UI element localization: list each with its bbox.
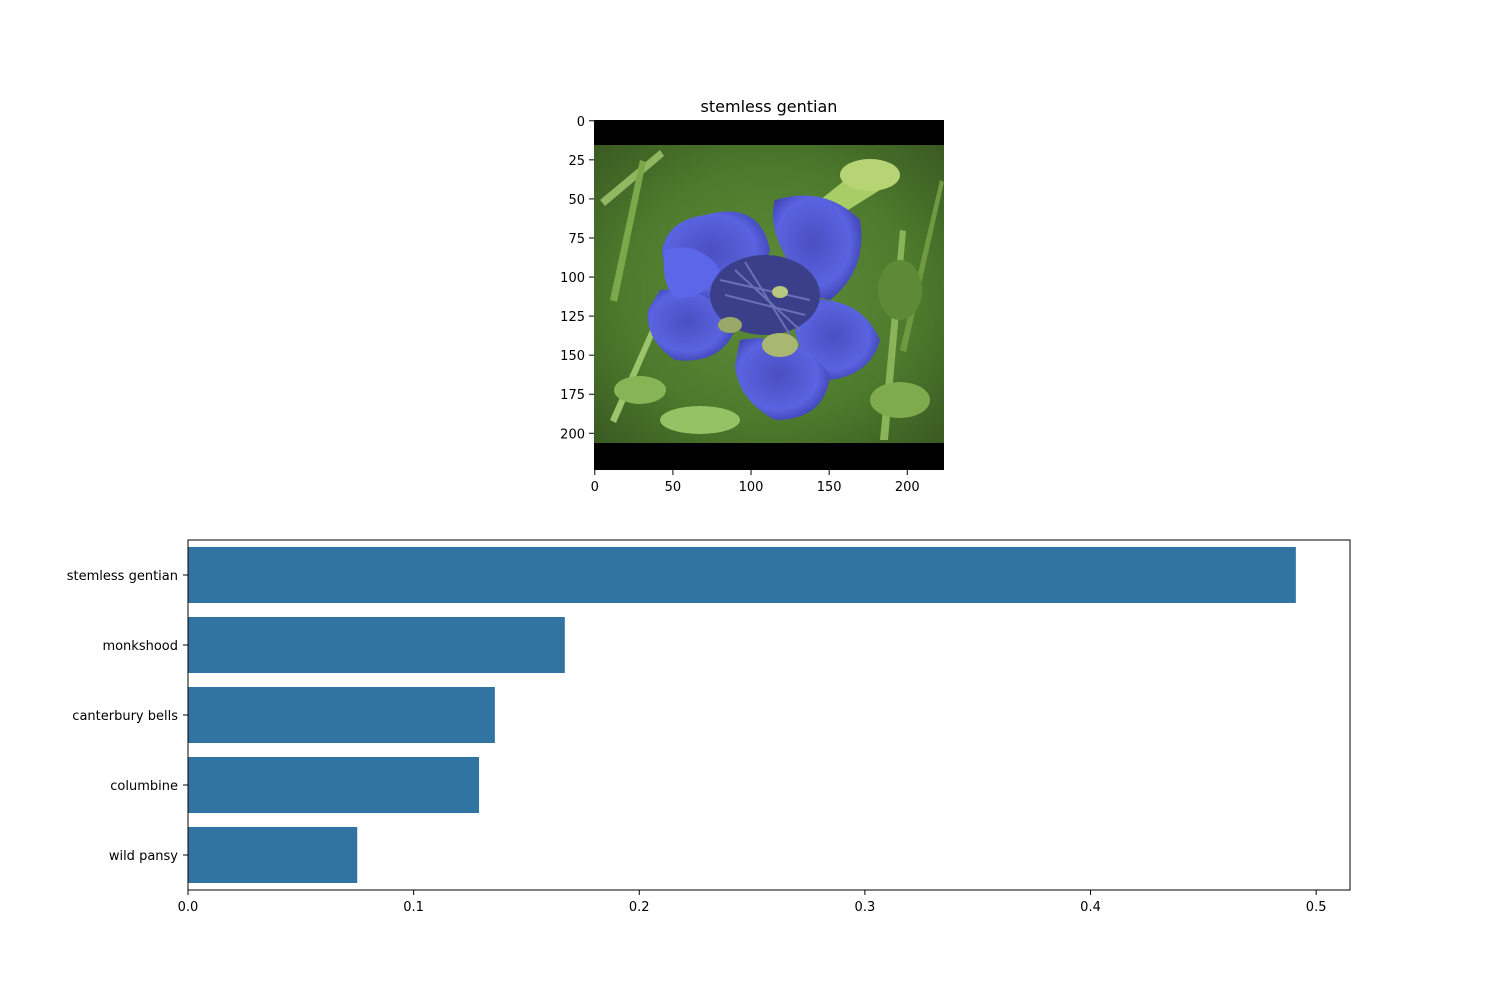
bar-chart: stemless gentian monkshood canterbury bell…: [67, 539, 1351, 915]
image-panel: stemless gentian: [560, 97, 944, 495]
bar-x-tick-label: 0.2: [629, 900, 650, 915]
image-y-tick-label: 75: [568, 232, 585, 247]
image-x-axis: 0 50 100 150 200: [591, 470, 920, 495]
bar-x-tick-label: 0.1: [403, 900, 424, 915]
bar-x-tick-label: 0.4: [1080, 900, 1101, 915]
bar-x-tick-label: 0.3: [855, 900, 876, 915]
image-y-tick-label: 125: [560, 310, 585, 325]
bar-category-label: columbine: [110, 779, 178, 794]
bar-y-axis: stemless gentian monkshood canterbury bell…: [67, 569, 188, 864]
bar-canterbury-bells: [188, 687, 495, 743]
bar-x-tick-label: 0.5: [1306, 900, 1327, 915]
bar-x-tick-label: 0.0: [178, 900, 199, 915]
image-y-tick-label: 150: [560, 349, 585, 364]
bar-category-label: wild pansy: [109, 849, 178, 864]
bar-x-axis: 0.0 0.1 0.2 0.3 0.4 0.5: [178, 890, 1327, 915]
image-y-tick-label: 200: [560, 427, 585, 442]
bar-stemless-gentian: [188, 547, 1296, 603]
bar-columbine: [188, 757, 480, 813]
bar-category-label: monkshood: [102, 639, 178, 654]
image-y-tick-label: 25: [568, 154, 585, 169]
image-x-tick-label: 50: [665, 480, 682, 495]
image-y-axis: 0 25 50 75 100 125 150 175 200: [560, 115, 594, 442]
image-x-tick-label: 150: [817, 480, 842, 495]
image-x-tick-label: 200: [895, 480, 920, 495]
image-title: stemless gentian: [701, 97, 838, 116]
bar-wild-pansy: [188, 827, 358, 883]
image-y-tick-label: 0: [577, 115, 585, 130]
bar-category-label: stemless gentian: [67, 569, 178, 584]
image-x-tick-label: 0: [591, 480, 599, 495]
flower-photo: [594, 145, 944, 443]
bar-monkshood: [188, 617, 565, 673]
image-x-tick-label: 100: [739, 480, 764, 495]
image-y-tick-label: 50: [568, 193, 585, 208]
image-y-tick-label: 100: [560, 271, 585, 286]
bar-category-label: canterbury bells: [72, 709, 178, 724]
bar-series: [188, 547, 1296, 883]
image-y-tick-label: 175: [560, 388, 585, 403]
